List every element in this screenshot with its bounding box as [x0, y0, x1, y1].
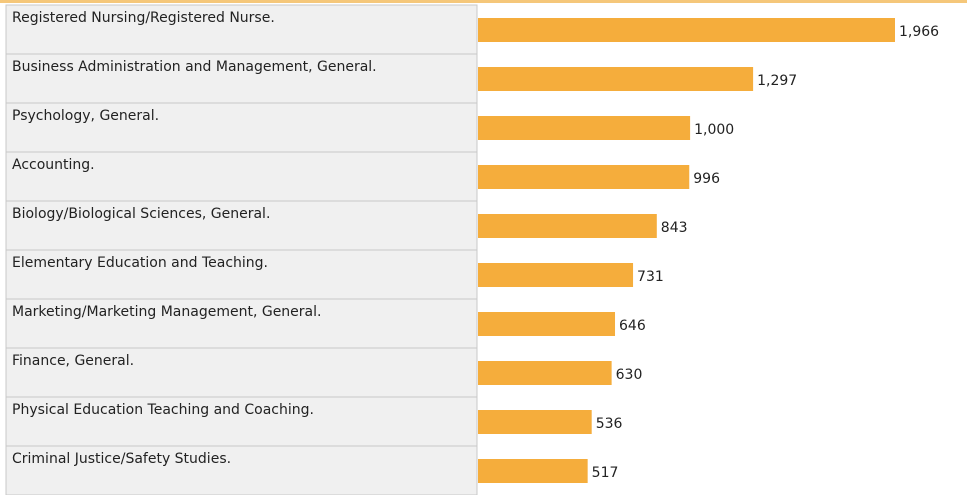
category-cell [5, 200, 478, 251]
bar [478, 312, 616, 336]
category-cell [5, 445, 478, 496]
category-label: Psychology, General. [12, 108, 159, 124]
value-label: 646 [619, 318, 646, 334]
bar [478, 165, 690, 189]
category-label: Elementary Education and Teaching. [12, 255, 268, 271]
value-label: 536 [596, 416, 623, 432]
value-label: 731 [637, 269, 664, 285]
category-label: Registered Nursing/Registered Nurse. [12, 10, 275, 26]
value-label: 630 [616, 367, 643, 383]
category-label: Physical Education Teaching and Coaching… [12, 402, 314, 418]
value-label: 843 [661, 220, 688, 236]
value-label: 1,000 [694, 122, 734, 138]
bar [478, 116, 691, 140]
bar [478, 361, 612, 385]
category-cell [5, 102, 478, 153]
category-label: Marketing/Marketing Management, General. [12, 304, 321, 320]
top-rule [0, 0, 967, 3]
category-cell [5, 151, 478, 202]
category-label: Criminal Justice/Safety Studies. [12, 451, 231, 467]
category-label: Accounting. [12, 157, 95, 173]
category-label: Biology/Biological Sciences, General. [12, 206, 270, 222]
category-cell [5, 249, 478, 300]
bar [478, 18, 895, 42]
bar [478, 459, 588, 483]
value-label: 1,966 [899, 24, 939, 40]
bar [478, 214, 657, 238]
category-label: Business Administration and Management, … [12, 59, 377, 75]
category-label: Finance, General. [12, 353, 134, 369]
value-label: 517 [592, 465, 619, 481]
bar [478, 263, 634, 287]
value-label: 1,297 [757, 73, 797, 89]
bar [478, 410, 592, 434]
category-cell [5, 347, 478, 398]
bar [478, 67, 754, 91]
category-cell [5, 4, 478, 55]
category-cell [5, 53, 478, 104]
value-label: 996 [693, 171, 720, 187]
